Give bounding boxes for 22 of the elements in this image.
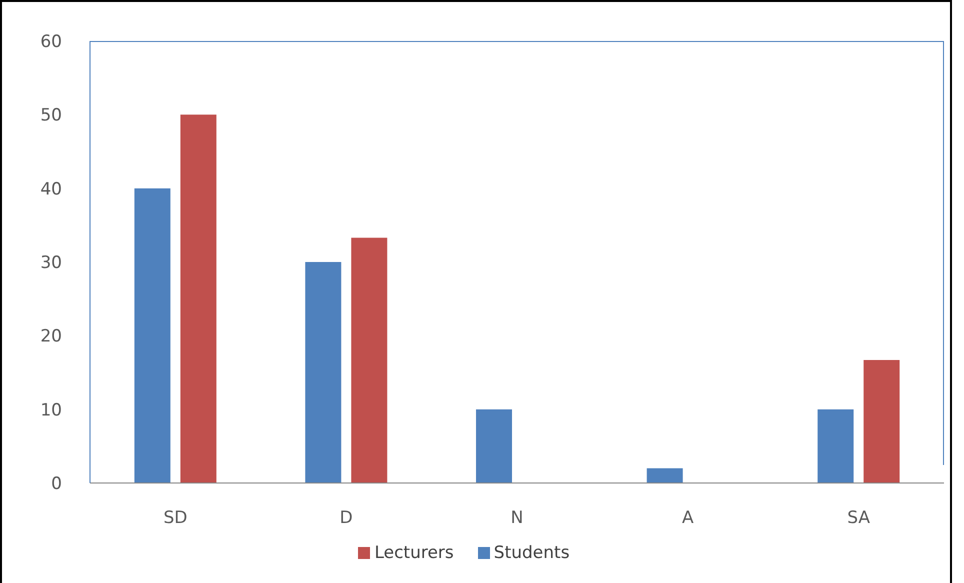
bar [818,409,854,483]
y-tick-label: 10 [40,400,62,420]
x-tick-label: SD [163,508,188,528]
y-tick-label: 0 [51,474,62,494]
x-tick-label: A [682,508,694,528]
bar [646,468,683,483]
y-tick-label: 20 [40,326,62,347]
bar [134,188,170,483]
y-tick-label: 50 [40,106,62,126]
x-tick-label: D [340,508,353,528]
legend-label: Lecturers [374,543,454,563]
bar [476,409,512,483]
x-tick-label: SA [847,508,870,528]
bar [305,262,342,483]
legend-label: Students [494,543,570,563]
y-tick-label: 60 [40,32,62,52]
x-tick-label: N [510,508,524,528]
y-tick-label: 40 [40,179,62,200]
bar [180,114,216,483]
bar [864,360,900,483]
y-tick-label: 30 [40,253,62,274]
bar [351,238,388,483]
